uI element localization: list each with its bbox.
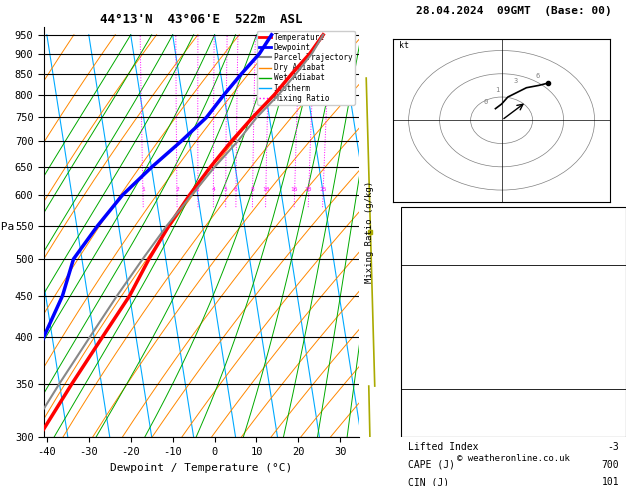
Text: -3: -3 xyxy=(608,442,619,452)
Legend: Temperature, Dewpoint, Parcel Trajectory, Dry Adiabat, Wet Adiabat, Isotherm, Mi: Temperature, Dewpoint, Parcel Trajectory… xyxy=(257,31,355,105)
Text: -3: -3 xyxy=(608,336,619,346)
Text: Surface: Surface xyxy=(493,265,534,276)
Text: 25: 25 xyxy=(320,187,326,192)
Text: Pressure (mb): Pressure (mb) xyxy=(408,407,484,417)
Text: 20: 20 xyxy=(305,187,313,192)
Text: 956: 956 xyxy=(601,407,619,417)
Text: 6: 6 xyxy=(536,73,540,79)
Title: 44°13'N  43°06'E  522m  ASL: 44°13'N 43°06'E 522m ASL xyxy=(100,13,303,26)
Text: Dewp (°C): Dewp (°C) xyxy=(408,301,461,311)
Text: Lifted Index: Lifted Index xyxy=(408,336,479,346)
Text: K: K xyxy=(408,212,414,223)
Text: 101: 101 xyxy=(601,371,619,382)
Text: kt: kt xyxy=(399,41,409,50)
X-axis label: Dewpoint / Temperature (°C): Dewpoint / Temperature (°C) xyxy=(110,463,292,473)
Text: Temp (°C): Temp (°C) xyxy=(408,283,461,293)
Text: © weatheronline.co.uk: © weatheronline.co.uk xyxy=(457,454,570,463)
Text: 1.82: 1.82 xyxy=(596,248,619,258)
Bar xyxy=(401,208,626,437)
Text: 48: 48 xyxy=(608,230,619,240)
Text: 2: 2 xyxy=(175,187,179,192)
Text: Totals Totals: Totals Totals xyxy=(408,230,484,240)
Text: 700: 700 xyxy=(601,460,619,469)
Text: 333: 333 xyxy=(601,424,619,434)
Text: CAPE (J): CAPE (J) xyxy=(408,354,455,364)
Y-axis label: hPa: hPa xyxy=(0,222,14,232)
Text: θₑ (K): θₑ (K) xyxy=(408,424,443,434)
Text: 0: 0 xyxy=(483,99,487,105)
Text: 13.6: 13.6 xyxy=(596,301,619,311)
Text: 101: 101 xyxy=(601,477,619,486)
Text: 16: 16 xyxy=(608,212,619,223)
Text: CAPE (J): CAPE (J) xyxy=(408,460,455,469)
Text: Lifted Index: Lifted Index xyxy=(408,442,479,452)
Text: PW (cm): PW (cm) xyxy=(408,248,449,258)
Text: θₑ(K): θₑ(K) xyxy=(408,318,437,329)
Text: 16: 16 xyxy=(291,187,298,192)
Text: Most Unstable: Most Unstable xyxy=(476,389,552,399)
Text: 25.9: 25.9 xyxy=(596,283,619,293)
Text: 1: 1 xyxy=(496,87,499,93)
Text: 5: 5 xyxy=(224,187,228,192)
Text: Mixing Ratio (g/kg): Mixing Ratio (g/kg) xyxy=(365,181,374,283)
Text: 10: 10 xyxy=(262,187,269,192)
Text: CIN (J): CIN (J) xyxy=(408,371,449,382)
Text: 4: 4 xyxy=(211,187,215,192)
Text: 3: 3 xyxy=(196,187,200,192)
Text: CIN (J): CIN (J) xyxy=(408,477,449,486)
Text: 333: 333 xyxy=(601,318,619,329)
Text: 3: 3 xyxy=(514,78,518,84)
Text: 1: 1 xyxy=(141,187,145,192)
Text: 6: 6 xyxy=(234,187,238,192)
Text: 700: 700 xyxy=(601,354,619,364)
Text: 28.04.2024  09GMT  (Base: 00): 28.04.2024 09GMT (Base: 00) xyxy=(416,6,611,17)
Text: 8: 8 xyxy=(251,187,255,192)
